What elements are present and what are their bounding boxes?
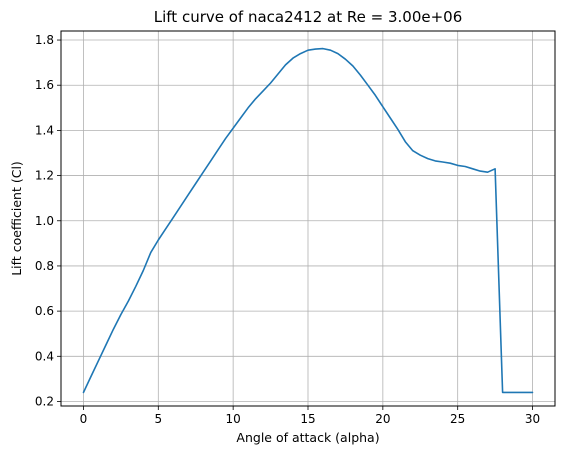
x-tick-label: 0 (80, 412, 88, 426)
x-tick-label: 15 (300, 412, 315, 426)
grid-layer (61, 31, 555, 406)
y-tick-label: 1.2 (35, 169, 54, 183)
y-tick-label: 1.6 (35, 78, 54, 92)
y-tick-label: 0.6 (35, 304, 54, 318)
y-tick-label: 1.8 (35, 33, 54, 47)
x-tick-label: 10 (226, 412, 241, 426)
line-layer (82, 47, 534, 394)
y-tick-label: 0.4 (35, 349, 54, 363)
y-tick-label: 0.8 (35, 259, 54, 273)
x-axis-label: Angle of attack (alpha) (236, 430, 379, 445)
lift-curve-line (82, 47, 534, 394)
y-tick-label: 1.0 (35, 214, 54, 228)
x-tick-label: 20 (375, 412, 390, 426)
x-tick-label: 5 (154, 412, 162, 426)
x-tick-label: 25 (450, 412, 465, 426)
x-tick-label: 30 (525, 412, 540, 426)
chart-title: Lift curve of naca2412 at Re = 3.00e+06 (154, 8, 463, 26)
y-tick-label: 0.2 (35, 394, 54, 408)
tick-layer: 0 5 10 15 20 25 30 0.2 0.4 0.6 0.8 1.0 1.2 1.4 1.6 1.8 (35, 33, 540, 426)
y-tick-label: 1.4 (35, 123, 54, 137)
y-axis-label: Lift coefficient (Cl) (9, 161, 24, 276)
